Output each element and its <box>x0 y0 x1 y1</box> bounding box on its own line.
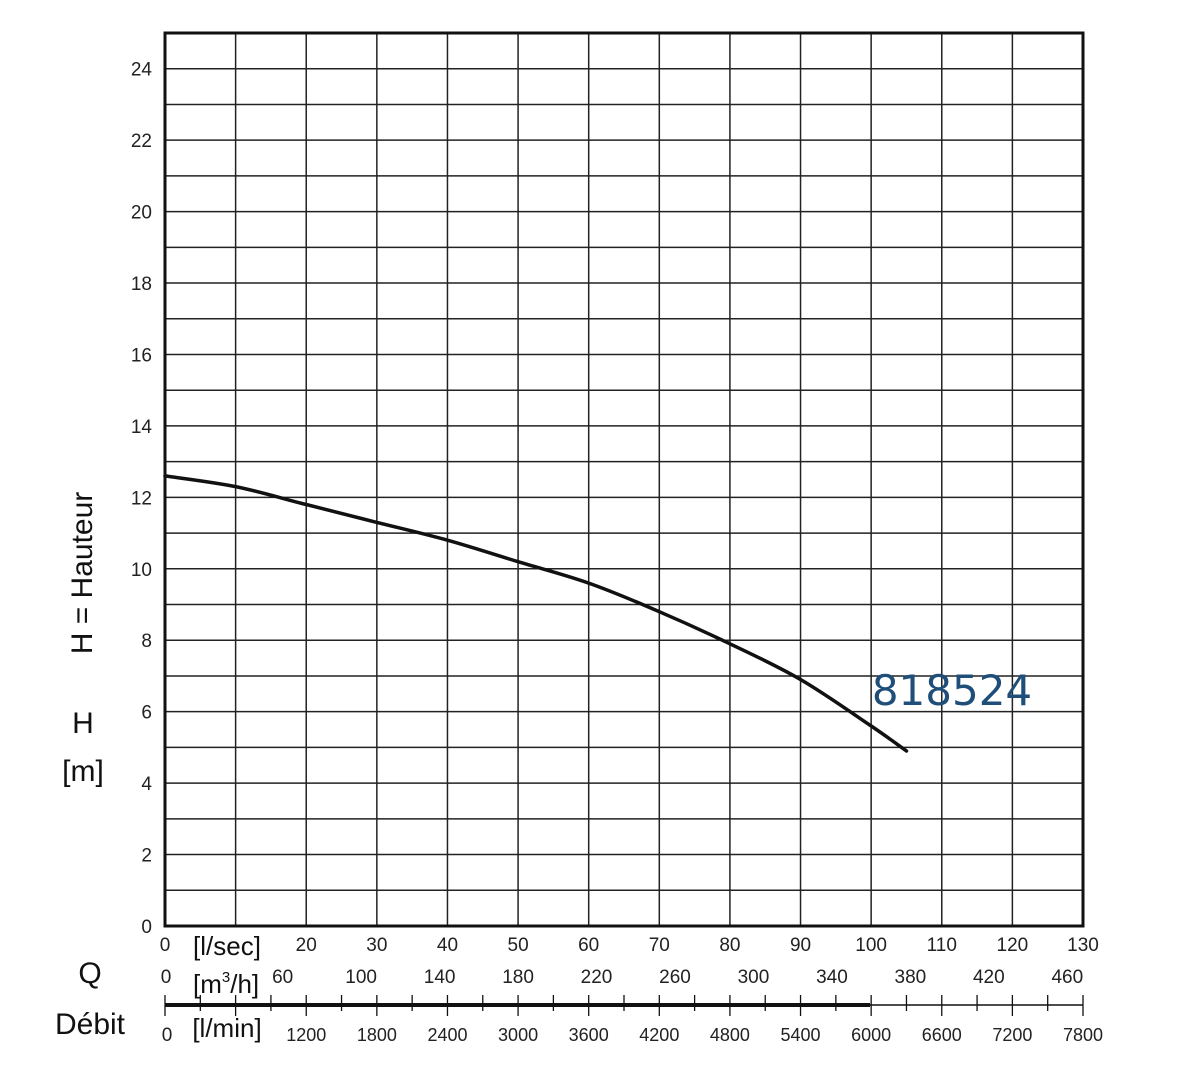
x-unit-lmin: [l/min] <box>192 1013 261 1043</box>
x-tick-lsec: 40 <box>437 935 458 956</box>
x-tick-m3h: 300 <box>738 967 770 988</box>
x-tick-lmin: 1800 <box>357 1025 397 1045</box>
series-line-818524 <box>163 474 909 753</box>
y-axis-symbol: H <box>72 707 94 740</box>
x-ticks-lmin: 0 [l/min] 1200 1800 2400 3000 3600 4200 4800 54… <box>162 995 1103 1046</box>
y-tick-label: 14 <box>131 417 153 438</box>
x-tick-m3h: 100 <box>345 967 377 988</box>
x-tick-lmin: 7800 <box>1063 1025 1103 1045</box>
x-tick-lmin-zero: 0 <box>162 1025 173 1046</box>
x-tick-lsec: 80 <box>719 935 740 956</box>
x-unit-m3h-sup: 3 <box>222 969 230 986</box>
series-label-818524: 818524 <box>872 666 1032 715</box>
x-tick-m3h: 180 <box>502 967 534 988</box>
y-axis-name: H = Hauteur <box>66 492 99 655</box>
x-unit-m3h-end: /h] <box>230 969 259 999</box>
y-tick-label: 6 <box>141 703 152 724</box>
y-tick-label: 18 <box>131 274 152 295</box>
x-unit-m3h-main: [m <box>193 969 222 999</box>
x-tick-m3h: 60 <box>272 967 293 988</box>
x-axis-symbol: Q <box>78 957 101 990</box>
lmin-scale-ticks <box>164 995 1084 1016</box>
x-ticks-m3h: 0 [m3/h] 60 100 140 180 220 260 300 340 380 420 46… <box>161 967 1083 999</box>
y-tick-label: 2 <box>141 846 152 867</box>
x-tick-lmin: 6600 <box>922 1025 962 1045</box>
x-tick-lsec: 70 <box>649 935 670 956</box>
x-unit-m3h: [m3/h] <box>193 969 259 999</box>
x-ticks-lsec: 0 [l/sec] 20 30 40 50 60 70 80 90 100 110 120 130 <box>160 931 1099 961</box>
x-tick-lmin: 3600 <box>569 1025 609 1045</box>
x-tick-lsec: 100 <box>855 935 887 956</box>
y-axis-unit: [m] <box>62 755 104 788</box>
x-tick-lsec: 90 <box>790 935 811 956</box>
y-tick-label: 22 <box>131 131 152 152</box>
x-tick-m3h: 460 <box>1051 967 1083 988</box>
x-tick-m3h: 340 <box>816 967 848 988</box>
y-tick-label: 20 <box>131 203 152 224</box>
x-tick-lsec: 110 <box>927 935 957 956</box>
x-tick-lmin: 4200 <box>639 1025 679 1045</box>
y-tick-label: 10 <box>131 560 152 581</box>
y-tick-label: 12 <box>131 488 152 509</box>
x-tick-lsec: 130 <box>1067 935 1099 956</box>
x-unit-lsec: [l/sec] <box>193 931 261 961</box>
x-tick-lmin: 5400 <box>781 1025 821 1045</box>
y-tick-label: 0 <box>141 917 152 938</box>
x-tick-m3h: 140 <box>424 967 456 988</box>
x-tick-lsec: 30 <box>366 935 387 956</box>
x-tick-lsec: 50 <box>508 935 529 956</box>
series-layer <box>163 474 909 753</box>
x-tick-lmin: 6000 <box>851 1025 891 1045</box>
x-tick-lmin: 7200 <box>992 1025 1032 1045</box>
x-tick-lsec: 60 <box>578 935 599 956</box>
x-tick-lmin: 4800 <box>710 1025 750 1045</box>
x-tick-lsec: 20 <box>296 935 317 956</box>
grid <box>165 33 1083 926</box>
x-tick-m3h: 220 <box>581 967 613 988</box>
y-tick-label: 4 <box>141 774 152 795</box>
y-tick-label: 16 <box>131 345 152 366</box>
y-tick-label: 8 <box>141 631 152 652</box>
x-tick-lsec: 120 <box>997 935 1029 956</box>
x-tick-lmin: 1200 <box>286 1025 326 1045</box>
x-tick-lsec-zero: 0 <box>160 935 171 956</box>
x-tick-lmin: 2400 <box>427 1025 467 1045</box>
plot-frame <box>163 31 1085 928</box>
y-tick-label: 24 <box>131 60 153 81</box>
x-tick-m3h: 420 <box>973 967 1005 988</box>
x-tick-m3h: 260 <box>659 967 691 988</box>
x-tick-m3h-zero: 0 <box>161 967 172 988</box>
x-axis-name: Débit <box>55 1008 126 1041</box>
x-tick-lmin: 3000 <box>498 1025 538 1045</box>
x-tick-m3h: 380 <box>895 967 927 988</box>
